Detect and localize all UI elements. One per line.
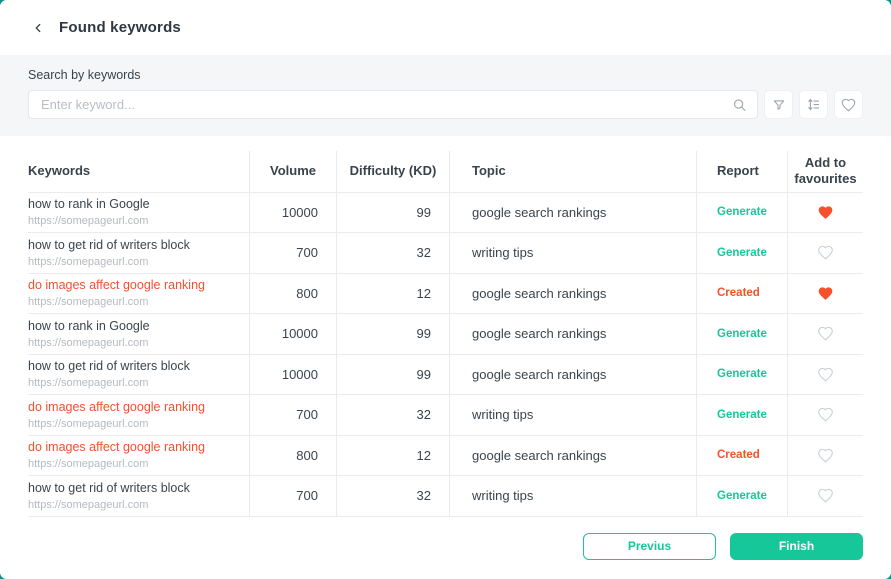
- keyword-text: how to rank in Google: [28, 197, 150, 212]
- table-body: how to rank in Google https://somepageur…: [28, 192, 863, 517]
- keyword-url: https://somepageurl.com: [28, 458, 149, 471]
- column-header-report: Report: [697, 151, 788, 192]
- volume-value: 700: [250, 233, 337, 273]
- table-row: how to rank in Google https://somepageur…: [28, 314, 863, 355]
- heart-outline-icon: [841, 98, 856, 112]
- table-row: do images affect google ranking https://…: [28, 435, 863, 476]
- keyword-text: do images affect google ranking: [28, 440, 205, 455]
- column-header-topic: Topic: [450, 151, 697, 192]
- difficulty-value: 12: [337, 435, 450, 475]
- difficulty-value: 32: [337, 395, 450, 435]
- search-box: [28, 90, 758, 119]
- sort-button[interactable]: [799, 90, 828, 119]
- report-link[interactable]: Generate: [717, 368, 767, 381]
- keyword-url: https://somepageurl.com: [28, 336, 149, 349]
- page-title: Found keywords: [59, 19, 181, 36]
- keyword-text: do images affect google ranking: [28, 399, 205, 414]
- heart-icon[interactable]: [817, 245, 835, 261]
- column-header-favourites: Add to favourites: [794, 155, 857, 187]
- footer-actions: Previus Finish: [28, 532, 863, 579]
- report-link[interactable]: Generate: [717, 206, 767, 219]
- difficulty-value: 99: [337, 314, 450, 354]
- topic-value: google search rankings: [450, 314, 697, 354]
- keyword-text: how to get rid of writers block: [28, 480, 190, 495]
- volume-value: 10000: [250, 192, 337, 232]
- main-content: Keywords Volume Difficulty (KD) Topic Re…: [0, 136, 891, 579]
- topic-value: google search rankings: [450, 354, 697, 394]
- topic-value: writing tips: [450, 395, 697, 435]
- report-link[interactable]: Generate: [717, 246, 767, 259]
- volume-value: 700: [250, 395, 337, 435]
- keyword-url: https://somepageurl.com: [28, 296, 149, 309]
- heart-icon[interactable]: [817, 285, 835, 301]
- volume-value: 800: [250, 435, 337, 475]
- volume-value: 800: [250, 273, 337, 313]
- topic-value: writing tips: [450, 476, 697, 516]
- keyword-text: how to rank in Google: [28, 318, 150, 333]
- keyword-url: https://somepageurl.com: [28, 215, 149, 228]
- finish-button[interactable]: Finish: [730, 532, 863, 560]
- previous-button[interactable]: Previus: [583, 532, 716, 560]
- topic-value: google search rankings: [450, 192, 697, 232]
- keyword-url: https://somepageurl.com: [28, 255, 149, 268]
- back-button[interactable]: [30, 20, 46, 36]
- heart-icon[interactable]: [817, 204, 835, 220]
- table-header-row: Keywords Volume Difficulty (KD) Topic Re…: [28, 151, 863, 193]
- top-bar: Found keywords: [0, 0, 891, 55]
- column-header-volume: Volume: [250, 151, 337, 192]
- sort-lines-icon: [806, 97, 821, 112]
- table-row: how to rank in Google https://somepageur…: [28, 192, 863, 233]
- heart-icon[interactable]: [817, 488, 835, 504]
- report-link[interactable]: Created: [717, 287, 760, 300]
- topic-value: google search rankings: [450, 273, 697, 313]
- volume-value: 10000: [250, 354, 337, 394]
- search-section: Search by keywords: [0, 55, 891, 136]
- column-header-keywords: Keywords: [28, 151, 250, 192]
- report-link[interactable]: Created: [717, 449, 760, 462]
- search-input[interactable]: [28, 90, 758, 119]
- heart-icon[interactable]: [817, 366, 835, 382]
- report-link[interactable]: Generate: [717, 408, 767, 421]
- heart-icon[interactable]: [817, 407, 835, 423]
- keyword-text: how to get rid of writers block: [28, 359, 190, 374]
- difficulty-value: 32: [337, 476, 450, 516]
- keyword-url: https://somepageurl.com: [28, 498, 149, 511]
- table-row: how to get rid of writers block https://…: [28, 354, 863, 395]
- table-row: how to get rid of writers block https://…: [28, 233, 863, 274]
- topic-value: google search rankings: [450, 435, 697, 475]
- keyword-url: https://somepageurl.com: [28, 377, 149, 390]
- filter-funnel-icon: [772, 98, 786, 112]
- report-link[interactable]: Generate: [717, 489, 767, 502]
- chevron-left-icon: [31, 21, 45, 35]
- topic-value: writing tips: [450, 233, 697, 273]
- keywords-table: Keywords Volume Difficulty (KD) Topic Re…: [28, 151, 863, 517]
- table-row: how to get rid of writers block https://…: [28, 476, 863, 517]
- search-label: Search by keywords: [28, 68, 141, 82]
- column-header-difficulty: Difficulty (KD): [337, 151, 450, 192]
- favourites-filter-button[interactable]: [834, 90, 863, 119]
- keyword-text: how to get rid of writers block: [28, 237, 190, 252]
- volume-value: 700: [250, 476, 337, 516]
- difficulty-value: 99: [337, 354, 450, 394]
- heart-icon[interactable]: [817, 326, 835, 342]
- filter-button[interactable]: [764, 90, 793, 119]
- difficulty-value: 12: [337, 273, 450, 313]
- keyword-text: do images affect google ranking: [28, 278, 205, 293]
- heart-icon[interactable]: [817, 447, 835, 463]
- report-link[interactable]: Generate: [717, 327, 767, 340]
- keyword-url: https://somepageurl.com: [28, 417, 149, 430]
- volume-value: 10000: [250, 314, 337, 354]
- difficulty-value: 99: [337, 192, 450, 232]
- difficulty-value: 32: [337, 233, 450, 273]
- table-row: do images affect google ranking https://…: [28, 395, 863, 436]
- table-row: do images affect google ranking https://…: [28, 273, 863, 314]
